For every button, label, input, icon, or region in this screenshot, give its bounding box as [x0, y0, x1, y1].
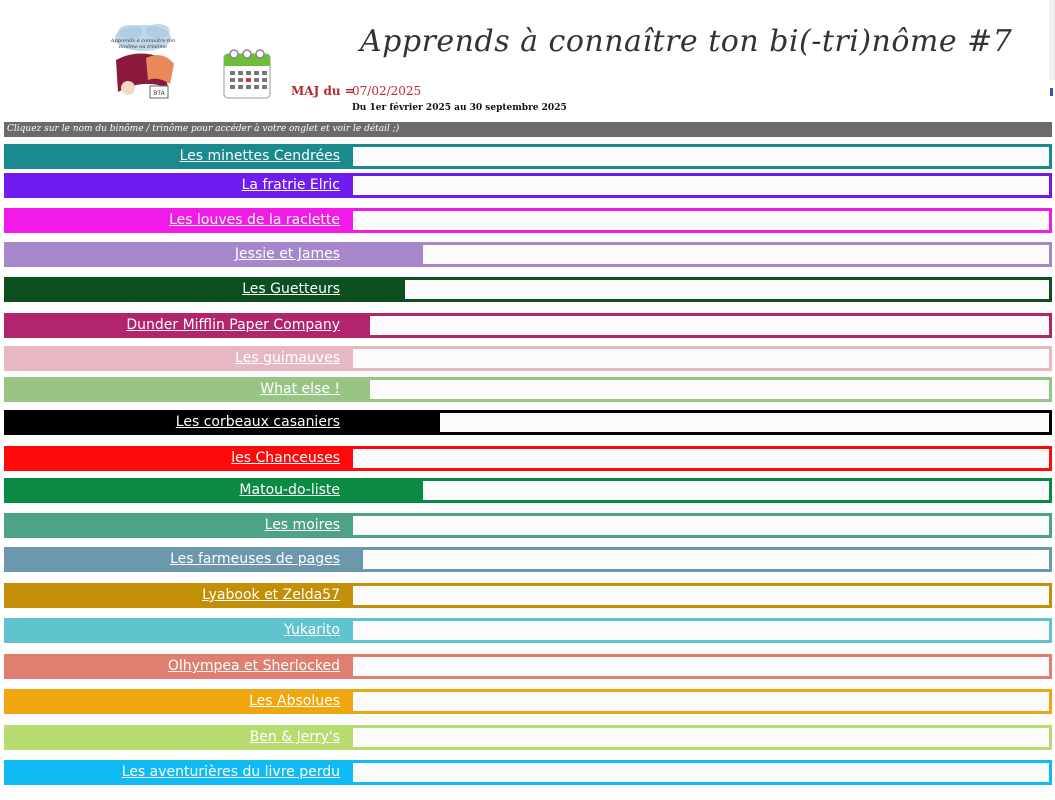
team-row: What else !: [4, 377, 1052, 402]
team-row: les Chanceuses: [4, 446, 1052, 471]
progress-track: [350, 173, 1052, 198]
page-title: Apprends à connaître ton bi(-tri)nôme #7: [360, 24, 1013, 59]
progress-fill: [353, 380, 371, 399]
progress-track: [350, 689, 1052, 714]
team-row: Dunder Mifflin Paper Company: [4, 313, 1052, 338]
team-row: Les moires: [4, 513, 1052, 538]
progress-fill: [353, 316, 371, 335]
progress-track: [350, 208, 1052, 233]
svg-text:binôme ou trinôme: binôme ou trinôme: [119, 43, 167, 50]
progress-track: [350, 478, 1052, 503]
team-row: Ben & Jerry's: [4, 725, 1052, 750]
progress-track: [350, 242, 1052, 267]
team-link[interactable]: Les farmeuses de pages: [4, 547, 350, 572]
team-link[interactable]: Les aventurières du livre perdu: [4, 760, 350, 785]
progress-track: [350, 313, 1052, 338]
header: Apprends à connaître ton binôme ou trinô…: [0, 0, 1055, 120]
progress-track: [350, 346, 1052, 371]
svg-text:BTA: BTA: [153, 90, 165, 97]
progress-track: [350, 547, 1052, 572]
team-row: Les guimauves: [4, 346, 1052, 371]
progress-fill: [353, 245, 423, 264]
team-link[interactable]: Les guimauves: [4, 346, 350, 371]
calendar-icon: [222, 46, 272, 100]
team-link[interactable]: Ben & Jerry's: [4, 725, 350, 750]
progress-track: [350, 618, 1052, 643]
progress-fill: [353, 481, 423, 500]
team-link[interactable]: Dunder Mifflin Paper Company: [4, 313, 350, 338]
team-link[interactable]: Les minettes Cendrées: [4, 144, 350, 169]
progress-fill: [353, 413, 440, 432]
team-row: Les Absolues: [4, 689, 1052, 714]
team-row: Les aventurières du livre perdu: [4, 760, 1052, 785]
team-link[interactable]: Matou-do-liste: [4, 478, 350, 503]
team-link[interactable]: Les louves de la raclette: [4, 208, 350, 233]
progress-track: [350, 760, 1052, 785]
team-row: La fratrie Elric: [4, 173, 1052, 198]
progress-track: [350, 277, 1052, 302]
team-row: Lyabook et Zelda57: [4, 583, 1052, 608]
progress-fill: [353, 280, 406, 299]
progress-fill: [353, 550, 364, 569]
team-link[interactable]: La fratrie Elric: [4, 173, 350, 198]
progress-track: [350, 725, 1052, 750]
team-row: Matou-do-liste: [4, 478, 1052, 503]
book-club-logo: Apprends à connaître ton binôme ou trinô…: [108, 20, 178, 102]
update-label: MAJ du =: [291, 84, 355, 98]
progress-track: [350, 377, 1052, 402]
team-row: Les corbeaux casaniers: [4, 410, 1052, 435]
team-link[interactable]: Les moires: [4, 513, 350, 538]
progress-track: [350, 513, 1052, 538]
team-link[interactable]: What else !: [4, 377, 350, 402]
team-link[interactable]: Les Guetteurs: [4, 277, 350, 302]
team-row: Yukarito: [4, 618, 1052, 643]
progress-track: [350, 654, 1052, 679]
team-link[interactable]: Les corbeaux casaniers: [4, 410, 350, 435]
team-link[interactable]: Les Absolues: [4, 689, 350, 714]
team-row: Olhympea et Sherlocked: [4, 654, 1052, 679]
team-link[interactable]: Yukarito: [4, 618, 350, 643]
progress-track: [350, 144, 1052, 169]
team-link[interactable]: Olhympea et Sherlocked: [4, 654, 350, 679]
team-row: Jessie et James: [4, 242, 1052, 267]
team-link[interactable]: Jessie et James: [4, 242, 350, 267]
adjacent-cell-marker: [1050, 88, 1053, 96]
team-row: Les Guetteurs: [4, 277, 1052, 302]
progress-track: [350, 583, 1052, 608]
progress-track: [350, 410, 1052, 435]
update-date: 07/02/2025: [352, 84, 422, 98]
team-link[interactable]: Lyabook et Zelda57: [4, 583, 350, 608]
team-row: Les minettes Cendrées: [4, 144, 1052, 169]
instructions-banner: Cliquez sur le nom du binôme / trinôme p…: [4, 122, 1052, 137]
team-link[interactable]: les Chanceuses: [4, 446, 350, 471]
team-row: Les farmeuses de pages: [4, 547, 1052, 572]
period-text: Du 1er février 2025 au 30 septembre 2025: [352, 103, 567, 113]
team-row: Les louves de la raclette: [4, 208, 1052, 233]
progress-track: [350, 446, 1052, 471]
adjacent-column-edge: [1049, 0, 1055, 80]
svg-text:Apprends à connaître ton: Apprends à connaître ton: [110, 37, 176, 44]
